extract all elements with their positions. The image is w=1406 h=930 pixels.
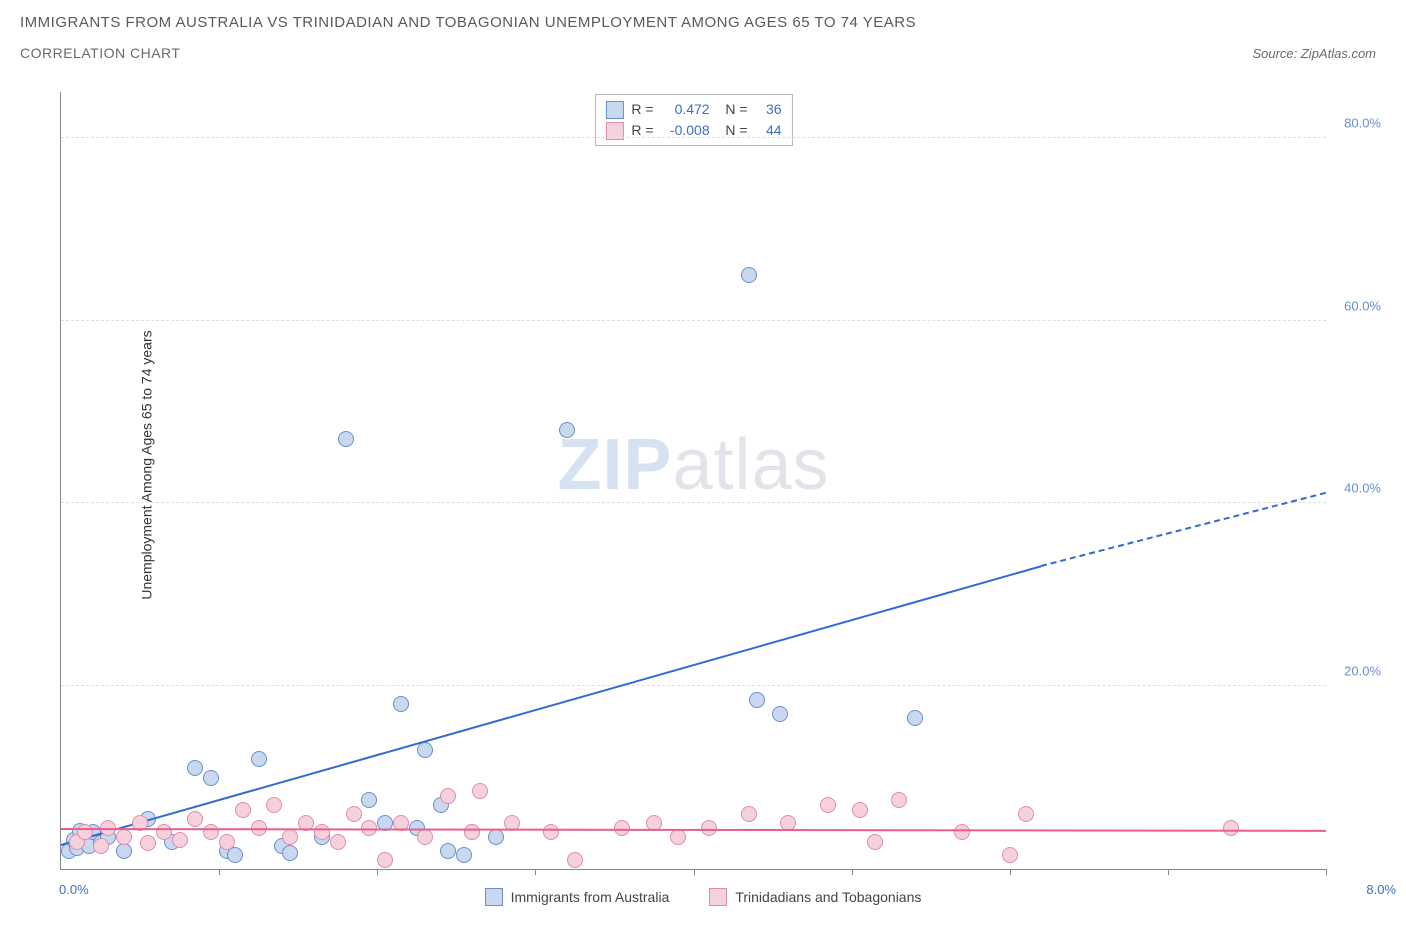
data-point xyxy=(440,788,456,804)
data-point xyxy=(440,843,456,859)
stats-row: R = 0.472 N = 36 xyxy=(605,99,781,120)
data-point xyxy=(235,802,251,818)
gridline xyxy=(61,320,1326,321)
stats-row: R = -0.008 N = 44 xyxy=(605,120,781,141)
data-point xyxy=(472,783,488,799)
bottom-legend: Immigrants from Australia Trinidadians an… xyxy=(0,888,1406,906)
data-point xyxy=(456,847,472,863)
stat-r-label: R = xyxy=(631,120,653,141)
chart-title: IMMIGRANTS FROM AUSTRALIA VS TRINIDADIAN… xyxy=(20,14,1386,31)
legend-label: Trinidadians and Tobagonians xyxy=(735,889,921,905)
data-point xyxy=(377,852,393,868)
data-point xyxy=(417,742,433,758)
stat-r-value: 0.472 xyxy=(662,99,710,120)
stat-n-label: N = xyxy=(718,120,748,141)
data-point xyxy=(116,843,132,859)
watermark: ZIPatlas xyxy=(557,424,829,506)
data-point xyxy=(891,792,907,808)
data-point xyxy=(852,802,868,818)
subtitle-row: CORRELATION CHART Source: ZipAtlas.com xyxy=(20,45,1386,61)
data-point xyxy=(187,760,203,776)
data-point xyxy=(266,797,282,813)
data-point xyxy=(772,706,788,722)
watermark-zip: ZIP xyxy=(557,425,672,505)
chart-subtitle: CORRELATION CHART xyxy=(20,45,180,61)
data-point xyxy=(203,824,219,840)
data-point xyxy=(417,829,433,845)
data-point xyxy=(559,422,575,438)
data-point xyxy=(330,834,346,850)
legend-item: Immigrants from Australia xyxy=(485,888,670,906)
source-label: Source: ZipAtlas.com xyxy=(1252,46,1386,61)
data-point xyxy=(1018,806,1034,822)
x-tick xyxy=(1326,869,1327,875)
watermark-atlas: atlas xyxy=(672,425,829,505)
data-point xyxy=(567,852,583,868)
data-point xyxy=(1002,847,1018,863)
x-tick xyxy=(535,869,536,875)
data-point xyxy=(77,824,93,840)
data-point xyxy=(172,832,188,848)
legend-label: Immigrants from Australia xyxy=(511,889,670,905)
chart-header: IMMIGRANTS FROM AUSTRALIA VS TRINIDADIAN… xyxy=(0,0,1406,61)
data-point xyxy=(907,710,923,726)
data-point xyxy=(282,829,298,845)
data-point xyxy=(741,267,757,283)
x-tick xyxy=(694,869,695,875)
data-point xyxy=(156,824,172,840)
data-point xyxy=(93,838,109,854)
x-tick xyxy=(1168,869,1169,875)
stat-n-value: 44 xyxy=(756,120,782,141)
data-point xyxy=(219,834,235,850)
x-tick xyxy=(377,869,378,875)
data-point xyxy=(749,692,765,708)
data-point xyxy=(282,845,298,861)
gridline xyxy=(61,502,1326,503)
data-point xyxy=(954,824,970,840)
stat-r-value: -0.008 xyxy=(662,120,710,141)
data-point xyxy=(187,811,203,827)
data-point xyxy=(670,829,686,845)
data-point xyxy=(314,824,330,840)
gridline xyxy=(61,685,1326,686)
correlation-stats-box: R = 0.472 N = 36 R = -0.008 N = 44 xyxy=(594,94,792,146)
x-tick xyxy=(852,869,853,875)
data-point xyxy=(543,824,559,840)
data-point xyxy=(741,806,757,822)
data-point xyxy=(346,806,362,822)
y-tick-label: 20.0% xyxy=(1344,664,1381,679)
data-point xyxy=(488,829,504,845)
chart-plot-area: ZIPatlas R = 0.472 N = 36R = -0.008 N = 44 0… xyxy=(60,92,1326,870)
stat-n-value: 36 xyxy=(756,99,782,120)
legend-item: Trinidadians and Tobagonians xyxy=(709,888,921,906)
y-tick-label: 40.0% xyxy=(1344,481,1381,496)
data-point xyxy=(140,835,156,851)
trend-line-extrapolated xyxy=(1041,492,1326,567)
data-point xyxy=(227,847,243,863)
legend-swatch xyxy=(709,888,727,906)
y-tick-label: 60.0% xyxy=(1344,298,1381,313)
stat-r-label: R = xyxy=(631,99,653,120)
legend-swatch xyxy=(605,101,623,119)
data-point xyxy=(1223,820,1239,836)
data-point xyxy=(338,431,354,447)
data-point xyxy=(251,751,267,767)
data-point xyxy=(361,792,377,808)
data-point xyxy=(116,829,132,845)
data-point xyxy=(820,797,836,813)
y-tick-label: 80.0% xyxy=(1344,115,1381,130)
data-point xyxy=(701,820,717,836)
x-tick xyxy=(1010,869,1011,875)
data-point xyxy=(203,770,219,786)
data-point xyxy=(464,824,480,840)
data-point xyxy=(393,696,409,712)
x-tick xyxy=(219,869,220,875)
gridline xyxy=(61,137,1326,138)
stat-n-label: N = xyxy=(718,99,748,120)
legend-swatch xyxy=(485,888,503,906)
data-point xyxy=(867,834,883,850)
